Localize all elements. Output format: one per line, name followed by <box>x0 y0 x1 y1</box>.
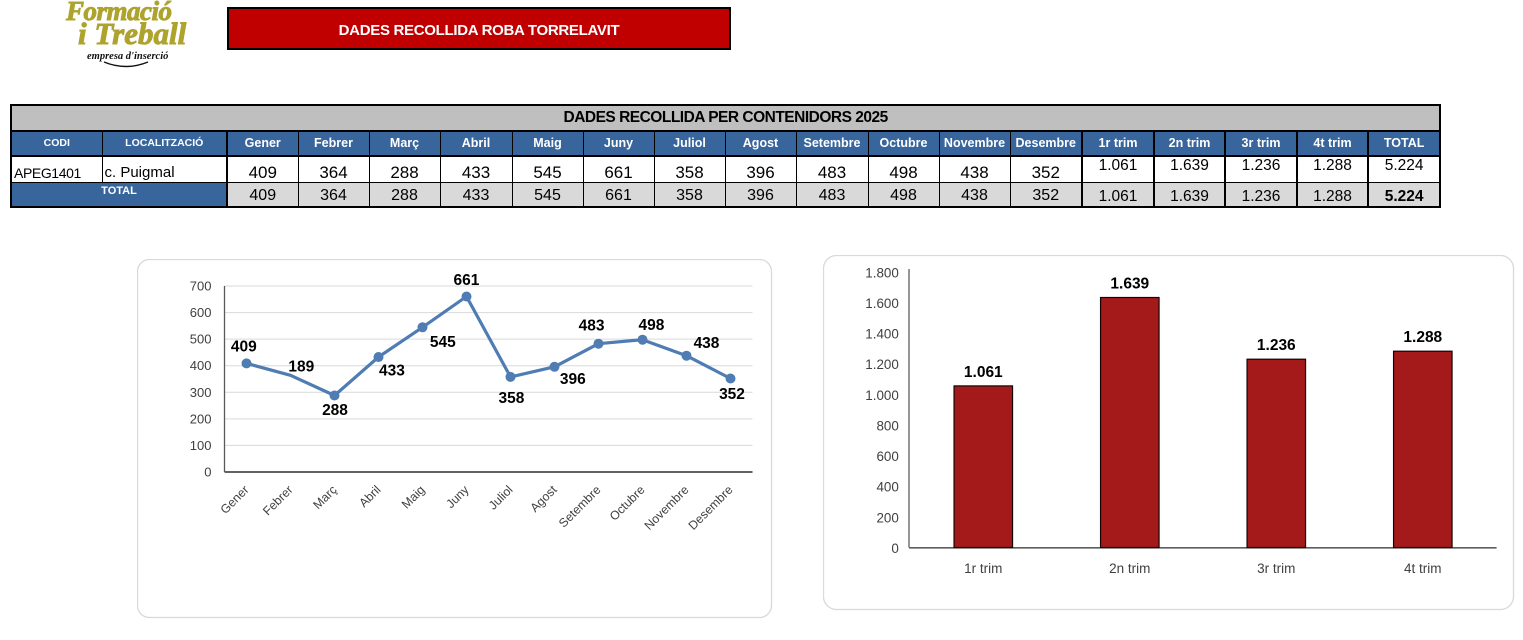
svg-text:400: 400 <box>876 480 898 495</box>
svg-text:498: 498 <box>638 317 664 334</box>
svg-text:1.061: 1.061 <box>964 364 1003 381</box>
svg-text:409: 409 <box>231 338 257 355</box>
svg-text:1.000: 1.000 <box>865 388 899 403</box>
svg-text:4t trim: 4t trim <box>1404 561 1442 576</box>
svg-text:1.400: 1.400 <box>865 327 899 342</box>
svg-text:1.800: 1.800 <box>865 265 899 280</box>
svg-text:545: 545 <box>430 334 456 351</box>
svg-text:1.600: 1.600 <box>865 296 899 311</box>
svg-text:358: 358 <box>498 390 524 407</box>
svg-text:600: 600 <box>876 449 898 464</box>
svg-text:500: 500 <box>190 332 212 347</box>
svg-text:661: 661 <box>453 272 479 289</box>
svg-text:0: 0 <box>891 541 898 556</box>
svg-text:433: 433 <box>379 363 405 380</box>
svg-text:400: 400 <box>190 358 212 373</box>
svg-text:1.288: 1.288 <box>1403 329 1442 346</box>
svg-text:352: 352 <box>719 386 745 403</box>
svg-text:800: 800 <box>876 418 898 433</box>
svg-text:3r trim: 3r trim <box>1257 561 1295 576</box>
svg-text:1.639: 1.639 <box>1110 276 1149 293</box>
svg-text:1.236: 1.236 <box>1257 337 1296 354</box>
svg-text:200: 200 <box>190 411 212 426</box>
svg-text:189: 189 <box>288 358 314 375</box>
svg-text:288: 288 <box>322 402 348 419</box>
svg-text:300: 300 <box>190 385 212 400</box>
svg-text:396: 396 <box>560 371 586 388</box>
svg-text:100: 100 <box>190 438 212 453</box>
svg-text:438: 438 <box>694 335 720 352</box>
svg-text:1.200: 1.200 <box>865 357 899 372</box>
svg-text:0: 0 <box>204 465 211 480</box>
svg-text:1r trim: 1r trim <box>964 561 1002 576</box>
svg-text:483: 483 <box>579 317 605 334</box>
svg-text:200: 200 <box>876 510 898 525</box>
svg-text:700: 700 <box>190 279 212 294</box>
svg-text:2n trim: 2n trim <box>1109 561 1150 576</box>
svg-text:600: 600 <box>190 305 212 320</box>
